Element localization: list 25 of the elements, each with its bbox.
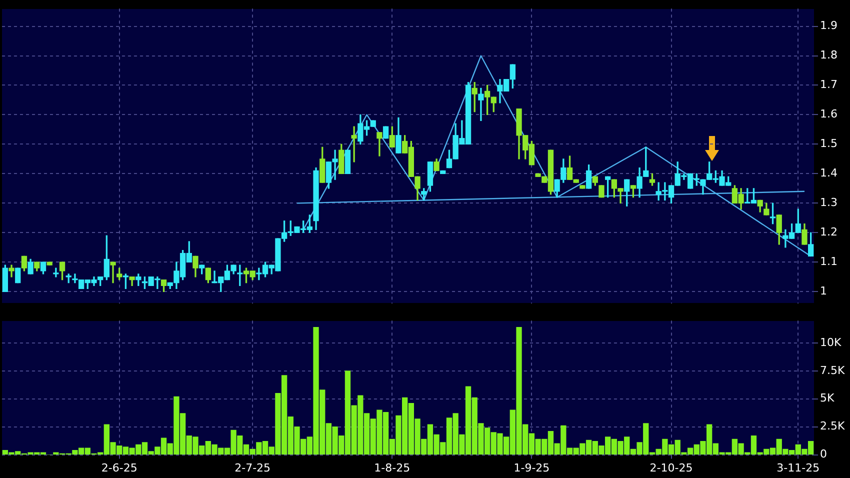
y-tick-label: 1.3 (820, 196, 838, 210)
y-tick-label: 1.5 (820, 137, 838, 150)
y-tick-label: 1.2 (820, 226, 838, 239)
candlestick (478, 88, 484, 121)
y-tick-label: 1.6 (820, 108, 838, 121)
y-tick-label: 2.5K (820, 420, 846, 433)
x-tick-label: 1-9-25 (514, 461, 550, 474)
candlestick (110, 262, 116, 284)
y-tick-label: 1.4 (820, 166, 838, 180)
y-tick-label: 1.9 (820, 19, 838, 32)
y-tick-label: 5K (820, 392, 835, 405)
y-tick-label: 10K (820, 336, 842, 349)
y-tick-label: 1.1 (820, 254, 838, 268)
y-tick-label: 7.5K (820, 364, 846, 377)
candlestick (351, 126, 357, 162)
y-tick-label: 1 (820, 284, 827, 298)
x-tick-label: 3-11-25 (776, 461, 820, 474)
x-tick-label: 2-10-25 (650, 461, 693, 474)
x-tick-label: 2-6-25 (101, 461, 138, 474)
x-tick-label: 2-7-25 (234, 461, 271, 474)
y-tick-label: 1.7 (820, 78, 838, 92)
y-tick-label: 0 (820, 448, 827, 461)
candlestick (53, 268, 59, 278)
x-tick-label: 1-8-25 (374, 461, 410, 474)
y-tick-label: 1.8 (820, 48, 838, 62)
